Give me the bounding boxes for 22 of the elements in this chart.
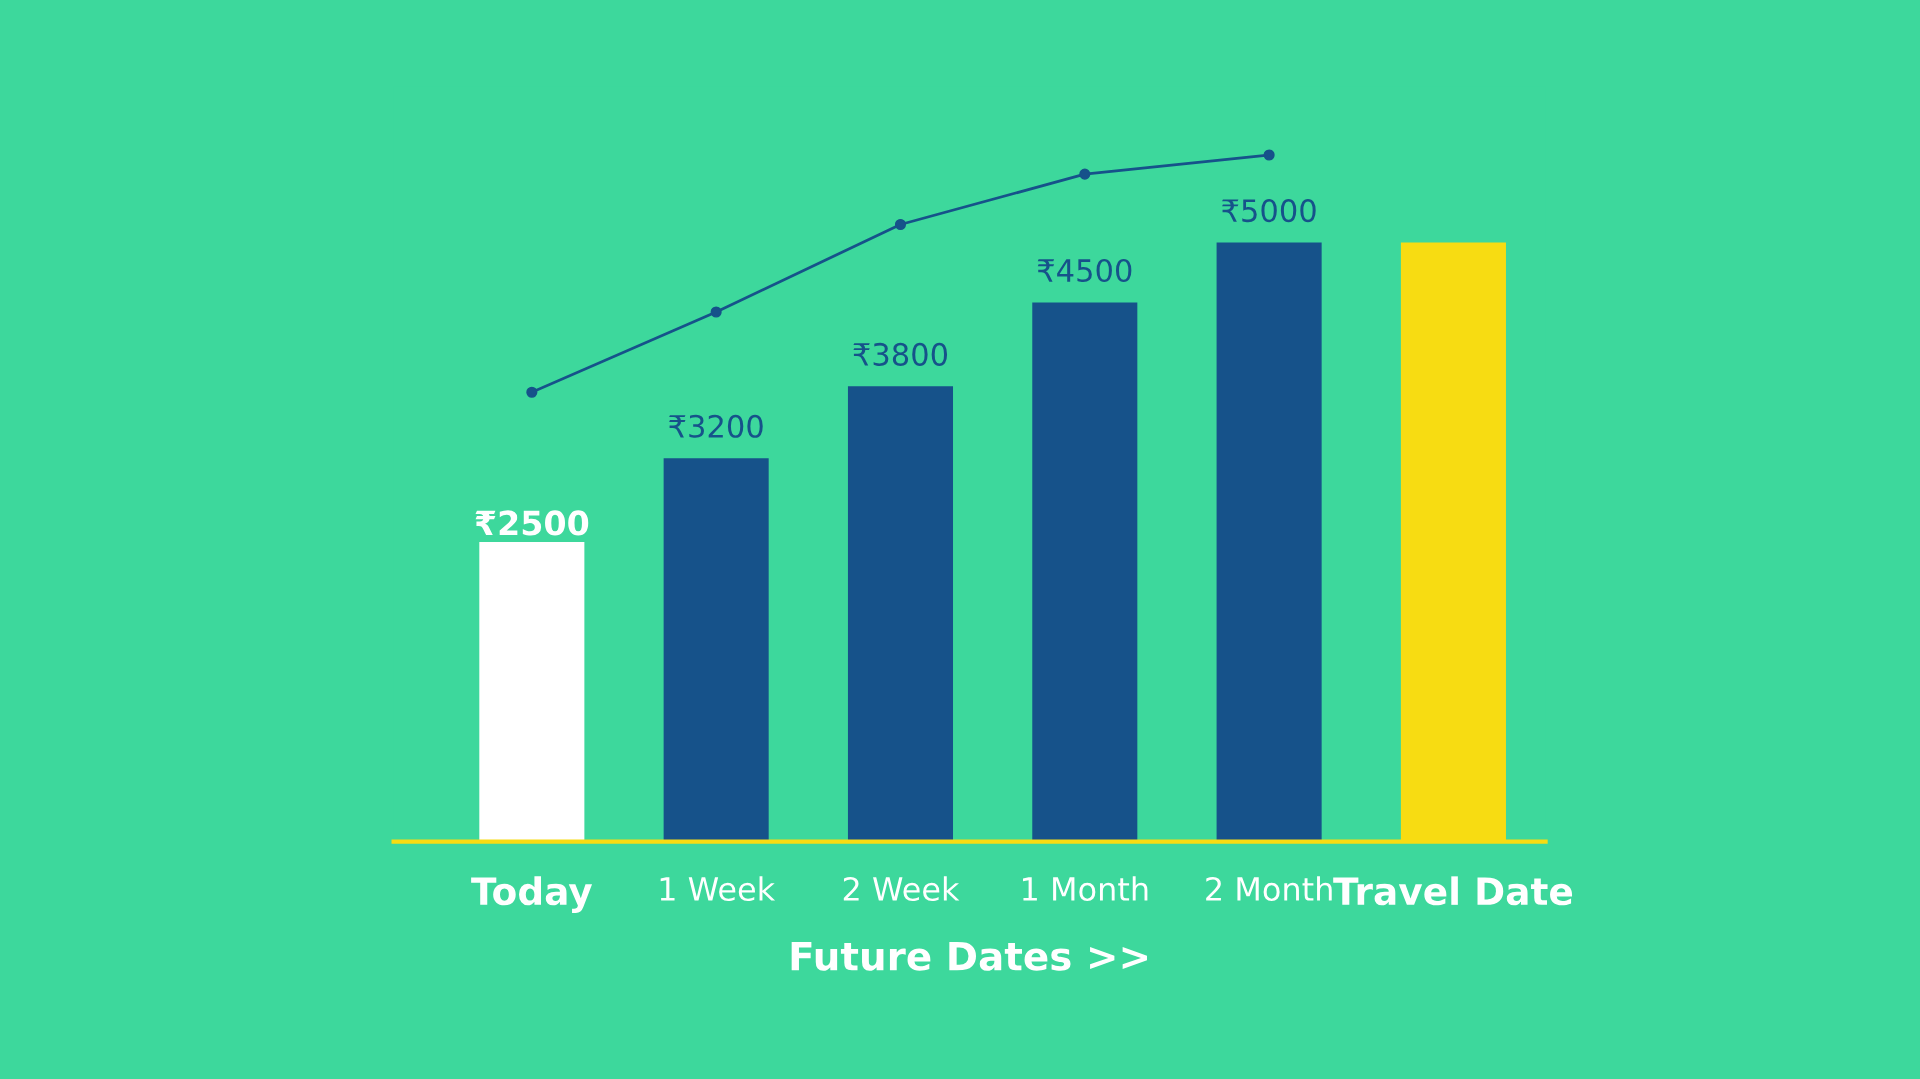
data-label: ₹2500 bbox=[475, 510, 589, 536]
x-tick-label: 1 Month bbox=[1023, 876, 1148, 902]
point bbox=[1263, 149, 1275, 161]
data-label: ₹3200 bbox=[669, 414, 763, 438]
x-tick-label: 1 Week bbox=[660, 876, 776, 902]
point bbox=[1079, 168, 1091, 180]
x-axis-title: Future Dates >> bbox=[791, 941, 1147, 971]
bar bbox=[1032, 302, 1138, 842]
bar bbox=[847, 386, 954, 842]
point bbox=[894, 218, 907, 231]
data-label: ₹4500 bbox=[1037, 258, 1132, 283]
x-tick-label: Travel Date bbox=[1333, 876, 1573, 906]
bar bbox=[479, 542, 585, 842]
point bbox=[710, 306, 722, 318]
x-tick-label: Today bbox=[471, 876, 593, 913]
data-label: ₹3800 bbox=[853, 342, 948, 366]
x-tick-label: 2 Month bbox=[1206, 876, 1332, 902]
x-tick-label: 2 Week bbox=[843, 876, 960, 902]
point bbox=[526, 386, 538, 398]
bar bbox=[1216, 242, 1322, 842]
bar bbox=[663, 458, 769, 842]
data-label: ₹5000 bbox=[1222, 199, 1316, 223]
